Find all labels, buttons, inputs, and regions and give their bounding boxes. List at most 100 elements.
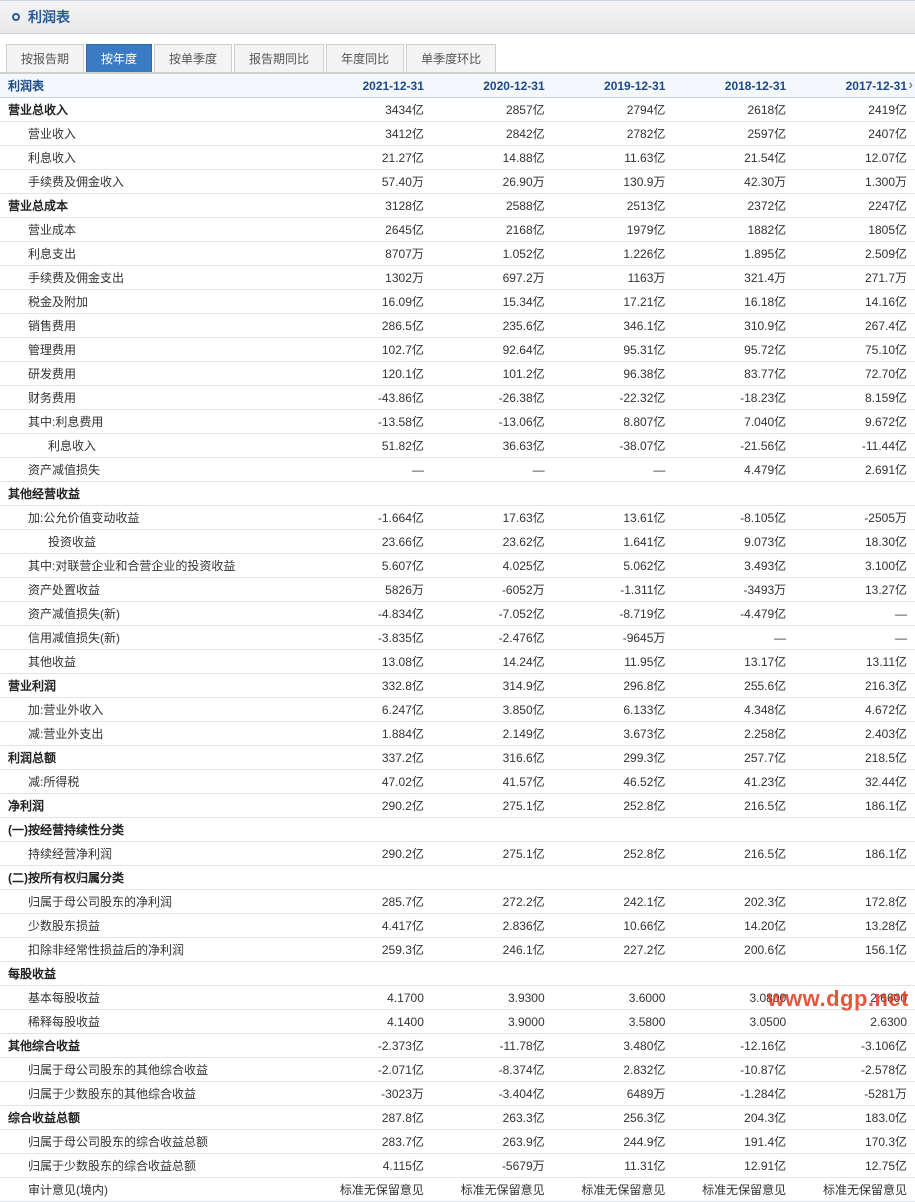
cell-value: 263.3亿 [432, 1106, 553, 1130]
cell-value: 11.31亿 [553, 1154, 674, 1178]
cell-value: 2372亿 [673, 194, 794, 218]
cell-value: -4.834亿 [311, 602, 432, 626]
cell-value: 3.850亿 [432, 698, 553, 722]
table-row: 营业总成本3128亿2588亿2513亿2372亿2247亿 [0, 194, 915, 218]
row-label: 归属于母公司股东的净利润 [0, 890, 311, 914]
tab-5[interactable]: 单季度环比 [406, 44, 496, 72]
row-label: 其他经营收益 [0, 482, 311, 506]
cell-value: 200.6亿 [673, 938, 794, 962]
table-row: 税金及附加16.09亿15.34亿17.21亿16.18亿14.16亿 [0, 290, 915, 314]
row-label: 其他综合收益 [0, 1034, 311, 1058]
row-label: 营业总收入 [0, 98, 311, 122]
row-label: 资产减值损失(新) [0, 602, 311, 626]
tab-1[interactable]: 按年度 [86, 44, 152, 72]
row-label: 综合收益总额 [0, 1106, 311, 1130]
cell-value: 286.5亿 [311, 314, 432, 338]
cell-value: 3.673亿 [553, 722, 674, 746]
table-row: 利息收入51.82亿36.63亿-38.07亿-21.56亿-11.44亿 [0, 434, 915, 458]
cell-value: 257.7亿 [673, 746, 794, 770]
row-label: 资产减值损失 [0, 458, 311, 482]
period-tabs: 按报告期按年度按单季度报告期同比年度同比单季度环比 [0, 40, 915, 73]
tab-4[interactable]: 年度同比 [326, 44, 404, 72]
cell-value: 36.63亿 [432, 434, 553, 458]
cell-value: 275.1亿 [432, 794, 553, 818]
cell-value: 290.2亿 [311, 842, 432, 866]
cell-value: 346.1亿 [553, 314, 674, 338]
row-label: 资产处置收益 [0, 578, 311, 602]
row-label: 归属于母公司股东的其他综合收益 [0, 1058, 311, 1082]
cell-value: 130.9万 [553, 170, 674, 194]
cell-value: 290.2亿 [311, 794, 432, 818]
cell-value: 21.54亿 [673, 146, 794, 170]
cell-value: 310.9亿 [673, 314, 794, 338]
cell-value: 16.18亿 [673, 290, 794, 314]
cell-value: 316.6亿 [432, 746, 553, 770]
tab-0[interactable]: 按报告期 [6, 44, 84, 72]
table-row: 管理费用102.7亿92.64亿95.31亿95.72亿75.10亿 [0, 338, 915, 362]
cell-value: 47.02亿 [311, 770, 432, 794]
row-label: (二)按所有权归属分类 [0, 866, 311, 890]
cell-value: 83.77亿 [673, 362, 794, 386]
cell-value: 42.30万 [673, 170, 794, 194]
cell-value: -3493万 [673, 578, 794, 602]
table-row: 利润总额337.2亿316.6亿299.3亿257.7亿218.5亿 [0, 746, 915, 770]
cell-value: 3.0500 [673, 1010, 794, 1034]
cell-value: -1.311亿 [553, 578, 674, 602]
table-row: 其中:对联营企业和合营企业的投资收益5.607亿4.025亿5.062亿3.49… [0, 554, 915, 578]
cell-value: 41.23亿 [673, 770, 794, 794]
table-row: 资产减值损失———4.479亿2.691亿 [0, 458, 915, 482]
cell-value: 13.28亿 [794, 914, 915, 938]
cell-value: 17.63亿 [432, 506, 553, 530]
row-label: 归属于少数股东的其他综合收益 [0, 1082, 311, 1106]
cell-value [673, 818, 794, 842]
cell-value: -10.87亿 [673, 1058, 794, 1082]
table-row: 利息支出8707万1.052亿1.226亿1.895亿2.509亿 [0, 242, 915, 266]
cell-value: 172.8亿 [794, 890, 915, 914]
cell-value: -9645万 [553, 626, 674, 650]
cell-value: 2645亿 [311, 218, 432, 242]
cell-value: 101.2亿 [432, 362, 553, 386]
cell-value: 14.88亿 [432, 146, 553, 170]
cell-value: 299.3亿 [553, 746, 674, 770]
cell-value: 1.895亿 [673, 242, 794, 266]
cell-value [311, 482, 432, 506]
cell-value: 3.493亿 [673, 554, 794, 578]
cell-value [794, 866, 915, 890]
cell-value: -1.664亿 [311, 506, 432, 530]
cell-value: 337.2亿 [311, 746, 432, 770]
cell-value: 170.3亿 [794, 1130, 915, 1154]
tab-2[interactable]: 按单季度 [154, 44, 232, 72]
cell-value: -3.106亿 [794, 1034, 915, 1058]
table-row: 手续费及佣金支出1302万697.2万1163万321.4万271.7万 [0, 266, 915, 290]
row-label: 营业收入 [0, 122, 311, 146]
cell-value: -5679万 [432, 1154, 553, 1178]
cell-value: 255.6亿 [673, 674, 794, 698]
cell-value [432, 818, 553, 842]
cell-value: 2782亿 [553, 122, 674, 146]
cell-value: 314.9亿 [432, 674, 553, 698]
cell-value [673, 962, 794, 986]
cell-value: 5826万 [311, 578, 432, 602]
row-label: 稀释每股收益 [0, 1010, 311, 1034]
cell-value: 标准无保留意见 [673, 1178, 794, 1202]
cell-value: 191.4亿 [673, 1130, 794, 1154]
cell-value: 227.2亿 [553, 938, 674, 962]
cell-value: 2794亿 [553, 98, 674, 122]
income-statement-table-wrap: 利润表2021-12-312020-12-312019-12-312018-12… [0, 73, 915, 1202]
table-row: 其他综合收益-2.373亿-11.78亿3.480亿-12.16亿-3.106亿 [0, 1034, 915, 1058]
cell-value: 3.5800 [553, 1010, 674, 1034]
cell-value: -2505万 [794, 506, 915, 530]
page-title: 利润表 [28, 7, 70, 27]
table-header-row: 利润表2021-12-312020-12-312019-12-312018-12… [0, 74, 915, 98]
cell-value: 4.115亿 [311, 1154, 432, 1178]
row-label: 利润总额 [0, 746, 311, 770]
tab-3[interactable]: 报告期同比 [234, 44, 324, 72]
cell-value: 标准无保留意见 [553, 1178, 674, 1202]
cell-value: 14.24亿 [432, 650, 553, 674]
cell-value: 6.133亿 [553, 698, 674, 722]
cell-value: 16.09亿 [311, 290, 432, 314]
table-row: 加:公允价值变动收益-1.664亿17.63亿13.61亿-8.105亿-250… [0, 506, 915, 530]
table-row: 少数股东损益4.417亿2.836亿10.66亿14.20亿13.28亿 [0, 914, 915, 938]
cell-value: 3434亿 [311, 98, 432, 122]
cell-value [673, 866, 794, 890]
